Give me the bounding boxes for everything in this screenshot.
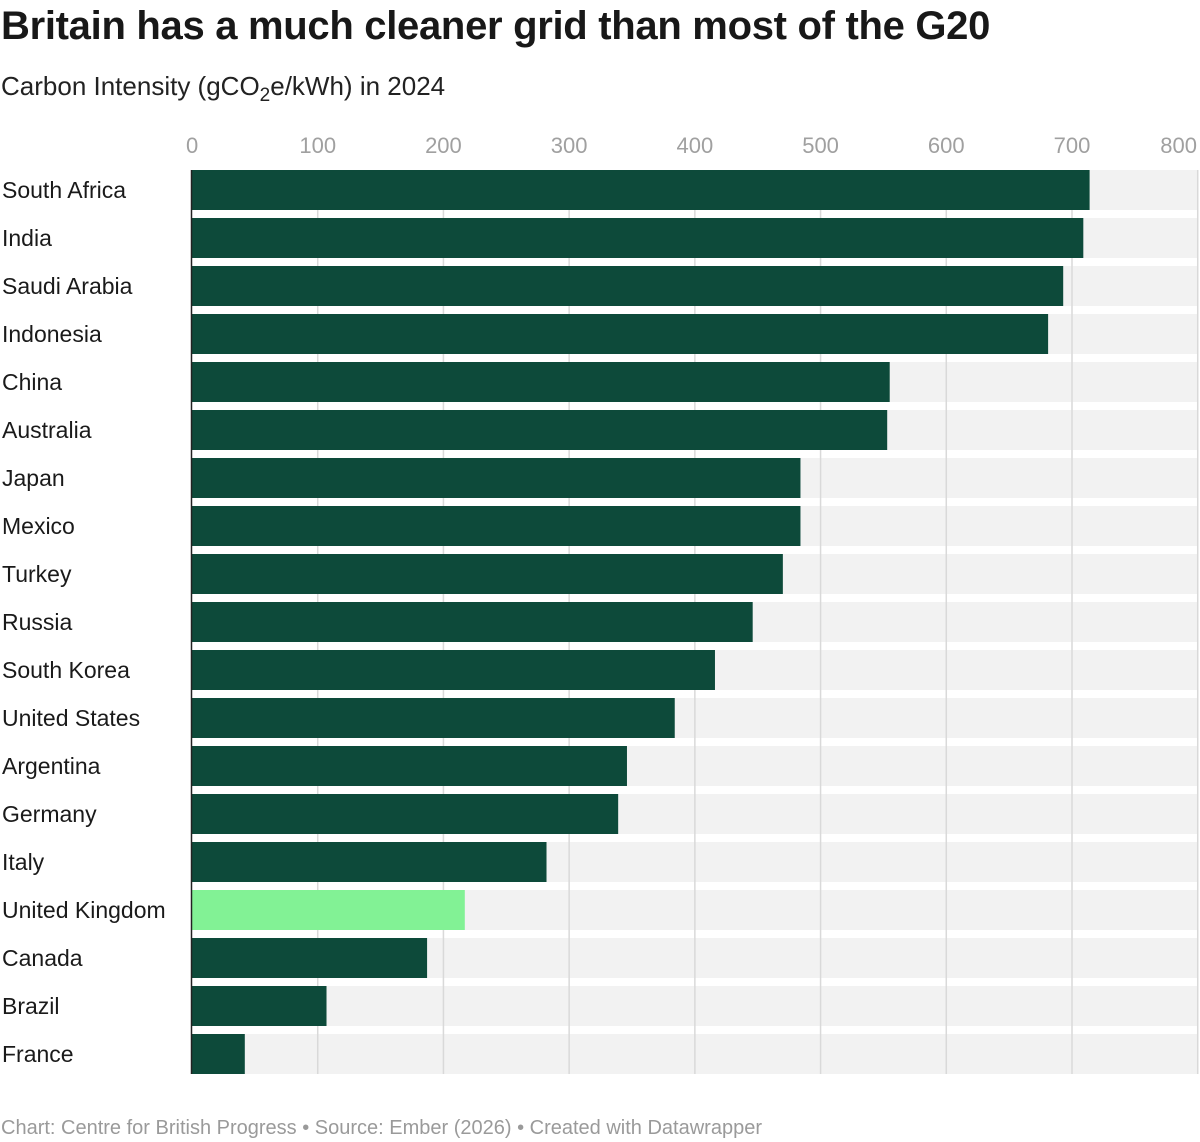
category-label: Canada [2,945,83,971]
bar-china [192,362,890,402]
x-tick-label: 100 [299,133,336,158]
bar-turkey [192,554,783,594]
bar-chart: 0 100 200 300 400 500 600 700 800 South Africa In… [2,133,1199,1074]
category-label: Japan [2,465,65,491]
x-tick-label: 200 [425,133,462,158]
category-label: Argentina [2,753,101,779]
x-tick-label: 600 [928,133,965,158]
category-label: India [2,225,52,251]
subtitle-suffix: e/kWh) in 2024 [270,71,446,101]
chart-footer: Chart: Centre for British Progress • Sou… [1,1117,762,1139]
x-tick-label: 800 [1160,133,1197,158]
bar-mexico [192,506,801,546]
chart-title: Britain has a much cleaner grid than mos… [1,4,991,48]
subtitle-subscript: 2 [259,85,271,106]
bar-south-africa [192,170,1090,210]
x-tick-label: 400 [676,133,713,158]
bar-south-korea [192,650,715,690]
bar-france [192,1034,245,1074]
bar-argentina [192,746,627,786]
x-tick-label: 0 [186,133,198,158]
bar-saudi-arabia [192,266,1064,306]
bar-australia [192,410,888,450]
bars [192,170,1090,1074]
chart-subtitle: Carbon Intensity (gCO2e/kWh) in 2024 [1,68,446,106]
bar-italy [192,842,547,882]
bar-united-kingdom [192,890,465,930]
category-label: South Korea [2,657,130,683]
bar-russia [192,602,753,642]
category-label: Russia [2,609,73,635]
x-tick-label: 300 [551,133,588,158]
category-label: Indonesia [2,321,102,347]
bar-canada [192,938,428,978]
x-axis-tick-labels: 0 100 200 300 400 500 600 700 800 [186,133,1197,158]
subtitle-prefix: Carbon Intensity (gCO [1,71,260,101]
bar-brazil [192,986,327,1026]
category-label: Turkey [2,561,72,587]
category-label: United Kingdom [2,897,166,923]
bar-japan [192,458,801,498]
category-label: Australia [2,417,92,443]
category-label: France [2,1041,74,1067]
category-label: South Africa [2,177,126,203]
category-label: Brazil [2,993,60,1019]
x-tick-label: 700 [1054,133,1091,158]
bar-united-states [192,698,675,738]
category-labels: South Africa India Saudi Arabia Indonesia Ch… [2,177,166,1067]
category-label: United States [2,705,140,731]
bar-india [192,218,1084,258]
category-label: Saudi Arabia [2,273,133,299]
category-label: Italy [2,849,45,875]
category-label: Germany [2,801,97,827]
category-label: China [2,369,62,395]
bar-germany [192,794,619,834]
x-tick-label: 500 [802,133,839,158]
bar-indonesia [192,314,1049,354]
category-label: Mexico [2,513,75,539]
